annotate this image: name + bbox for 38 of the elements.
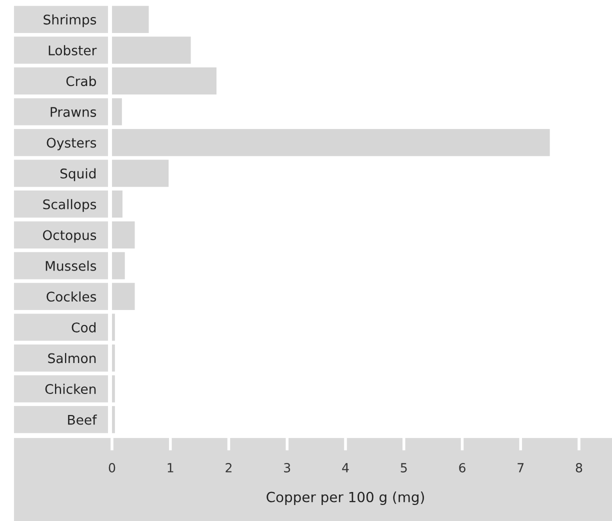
bar [112, 252, 125, 280]
x-tick-label: 1 [168, 463, 174, 472]
x-tick-label: 3 [284, 463, 290, 472]
y-tick-label: Lobster [48, 45, 97, 56]
bar [112, 67, 216, 95]
x-tick-label: 8 [576, 463, 582, 472]
bar [112, 314, 115, 341]
x-tick-label: 6 [459, 463, 466, 472]
x-tick-label: 0 [108, 463, 116, 472]
y-tick-label: Octopus [42, 230, 96, 243]
x-axis-title: Copper per 100 g (mg) [266, 492, 424, 505]
bar [112, 375, 115, 402]
y-tick-label: Prawns [50, 107, 96, 117]
bar [112, 98, 122, 126]
y-tick-label: Beef [68, 414, 97, 425]
bar [112, 406, 115, 434]
x-tick-label: 5 [400, 463, 407, 472]
x-tick-label: 4 [342, 463, 349, 472]
y-tick-label: Squid [60, 168, 96, 182]
bar [112, 36, 191, 64]
y-tick-label: Oysters [46, 138, 96, 150]
bar [112, 190, 123, 218]
bar [112, 160, 169, 187]
y-tick-label: Shrimps [44, 14, 96, 28]
bar [112, 6, 149, 33]
y-tick-label: Mussels [46, 260, 96, 271]
bar [112, 344, 115, 372]
y-tick-label: Crab [66, 76, 96, 86]
y-tick-label: Chicken [45, 384, 96, 394]
bar [112, 128, 550, 156]
y-tick-label: Cockles [46, 291, 96, 302]
bar [112, 221, 135, 248]
x-tick-label: 7 [518, 463, 524, 472]
x-tick-label: 2 [226, 463, 232, 472]
bar [112, 282, 135, 310]
y-tick-label: Cod [72, 322, 96, 332]
y-tick-label: Salmon [48, 353, 96, 364]
y-tick-label: Scallops [43, 199, 96, 212]
